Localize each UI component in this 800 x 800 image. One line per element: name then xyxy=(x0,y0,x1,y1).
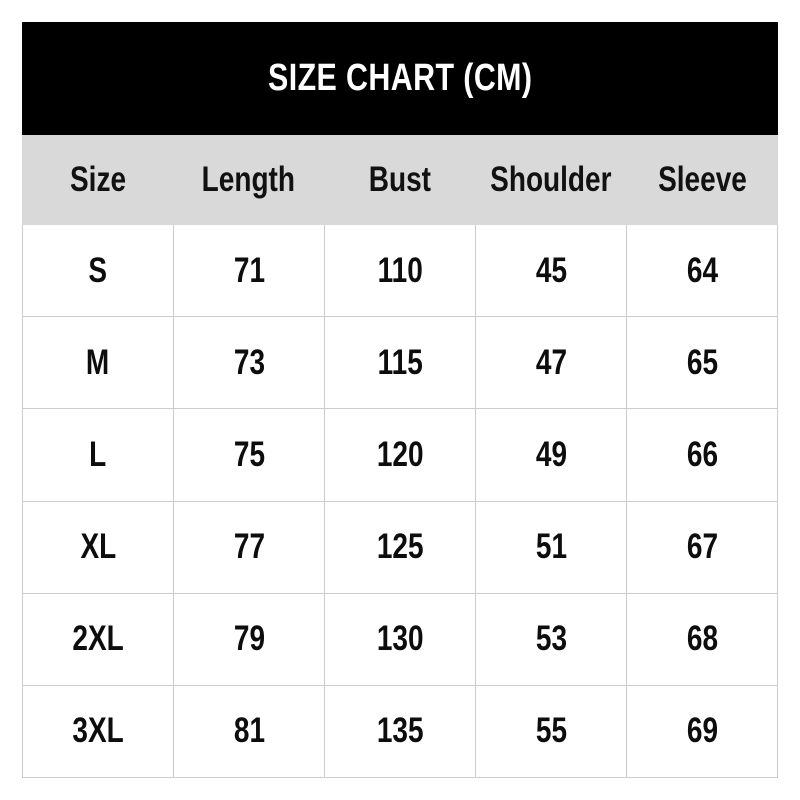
cell-bust: 135 xyxy=(325,685,476,778)
table-row-2xl: 2XL 79 130 53 68 xyxy=(23,593,777,686)
cell-sleeve: 64 xyxy=(686,250,718,290)
cell-sleeve: 68 xyxy=(686,619,718,659)
table-row-l: L 75 120 49 66 xyxy=(23,409,777,502)
cell-shoulder: 53 xyxy=(476,593,627,685)
table-row-xl: XL 77 125 51 67 xyxy=(23,501,777,594)
column-header-shoulder: Shoulder xyxy=(490,160,612,199)
cell-length: 71 xyxy=(174,225,325,317)
cell-bust: 115 xyxy=(325,317,476,409)
page-title: SIZE CHART (CM) xyxy=(267,57,533,99)
cell-size: 2XL xyxy=(23,593,174,685)
cell-size: L xyxy=(23,409,174,501)
cell-bust: 130 xyxy=(325,593,476,685)
table-row-3xl: 3XL 81 135 55 69 xyxy=(23,685,777,779)
table-header-row: Size Length Bust Shoulder Sleeve xyxy=(22,135,778,225)
cell-sleeve: 67 xyxy=(686,527,718,567)
size-table-body: S 71 110 45 64 M 73 115 47 65 L 75 120 4… xyxy=(22,225,778,779)
cell-bust: 110 xyxy=(325,225,476,317)
cell-shoulder: 55 xyxy=(476,685,627,778)
cell-size: XL xyxy=(23,501,174,593)
title-bar: SIZE CHART (CM) xyxy=(22,22,778,135)
cell-bust: 125 xyxy=(325,501,476,593)
column-header-length: Length xyxy=(201,160,296,199)
table-row-s: S 71 110 45 64 xyxy=(23,225,777,318)
cell-length: 79 xyxy=(174,593,325,685)
table-row-m: M 73 115 47 65 xyxy=(23,317,777,410)
cell-sleeve: 66 xyxy=(686,434,718,474)
cell-shoulder: 47 xyxy=(476,317,627,409)
cell-length: 77 xyxy=(174,501,325,593)
column-header-sleeve: Sleeve xyxy=(658,160,747,199)
cell-length: 73 xyxy=(174,317,325,409)
column-header-bust: Bust xyxy=(368,160,431,199)
cell-size: 3XL xyxy=(23,685,174,778)
cell-shoulder: 49 xyxy=(476,409,627,501)
cell-length: 81 xyxy=(174,685,325,778)
cell-sleeve: 69 xyxy=(686,711,718,751)
cell-size: S xyxy=(23,225,174,317)
cell-length: 75 xyxy=(174,409,325,501)
cell-bust: 120 xyxy=(325,409,476,501)
column-header-size: Size xyxy=(69,160,126,199)
cell-shoulder: 51 xyxy=(476,501,627,593)
cell-size: M xyxy=(23,317,174,409)
cell-shoulder: 45 xyxy=(476,225,627,317)
cell-sleeve: 65 xyxy=(686,342,718,382)
